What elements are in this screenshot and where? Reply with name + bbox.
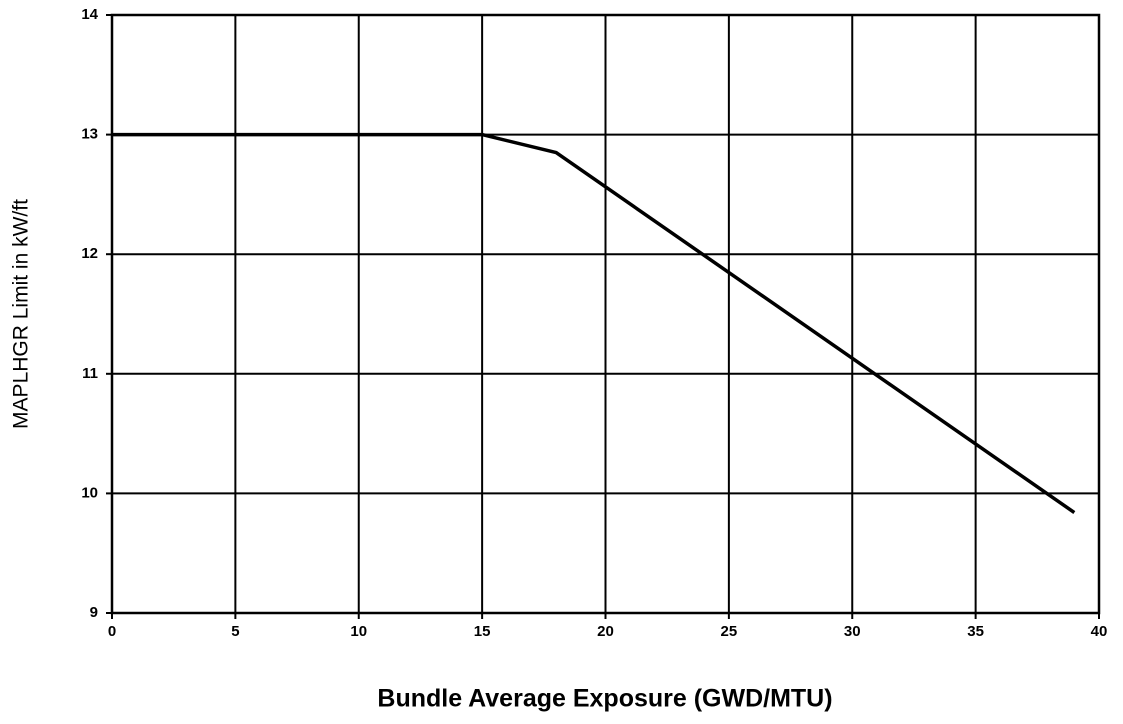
x-axis-label: Bundle Average Exposure (GWD/MTU) — [377, 685, 832, 713]
x-tick-label: 40 — [1091, 623, 1108, 640]
y-tick-label: 14 — [81, 6, 98, 23]
x-tick-label: 5 — [231, 623, 239, 640]
y-tick-label: 12 — [81, 245, 98, 262]
y-tick-label: 9 — [90, 604, 98, 621]
x-tick-label: 20 — [597, 623, 614, 640]
y-axis-label: MAPLHGR Limit in kW/ft — [10, 199, 33, 429]
y-tick-label: 13 — [81, 126, 98, 143]
y-tick-label: 11 — [82, 365, 98, 382]
plot-border — [110, 13, 1101, 615]
x-tick-label: 0 — [108, 623, 116, 640]
x-tick-label: 35 — [967, 623, 984, 640]
x-tick-label: 10 — [350, 623, 367, 640]
y-tick-label: 10 — [81, 484, 98, 501]
x-tick-label: 25 — [721, 623, 738, 640]
data-line — [112, 132, 1076, 514]
x-tick-label: 30 — [844, 623, 861, 640]
x-tick-label: 15 — [474, 623, 491, 640]
